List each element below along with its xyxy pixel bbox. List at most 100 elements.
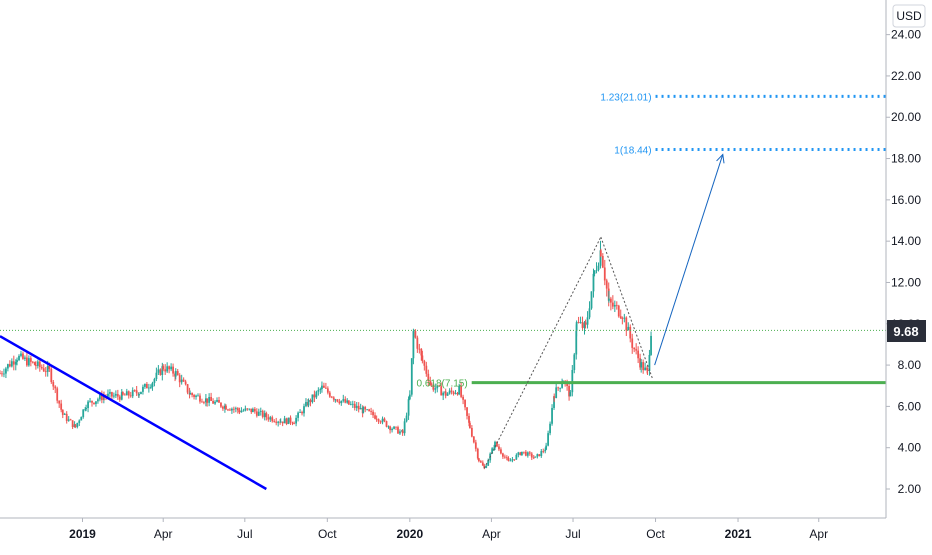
candle-body [414, 331, 417, 338]
candle-body [599, 250, 602, 266]
candle-body [472, 436, 475, 443]
y-tick-label: 8.00 [898, 358, 922, 372]
candle-body [487, 460, 490, 466]
candle-body [116, 394, 119, 397]
currency-label[interactable]: USD [896, 9, 922, 23]
candle-body [494, 441, 496, 448]
candle-body [208, 396, 211, 403]
candle-body [425, 365, 428, 374]
candle-body [540, 451, 543, 457]
candle-body [210, 396, 212, 401]
x-tick-label: 2019 [69, 527, 96, 541]
candle-body [571, 369, 574, 393]
candle-body [349, 404, 352, 405]
candle-body [5, 368, 7, 374]
candle-body [193, 395, 195, 397]
candle-body [483, 465, 486, 468]
candle-body [336, 399, 339, 402]
candle-body [493, 447, 496, 449]
candle-body [135, 390, 138, 394]
candle-body [151, 382, 154, 388]
trend-line[interactable] [0, 335, 267, 491]
projection-arrow-line[interactable] [654, 154, 724, 366]
candle-body [592, 273, 595, 292]
candle-body [317, 389, 320, 392]
candle-body [138, 394, 140, 396]
candle-body [231, 408, 233, 411]
drawings-layer[interactable]: 1.23(21.01) 1(18.44) 0.618(7.15) [0, 92, 886, 491]
candle-body [526, 452, 529, 456]
candle-body [16, 360, 18, 362]
candle-body [180, 379, 183, 383]
candle-body [375, 418, 378, 420]
candle-body [265, 413, 268, 418]
trend-line[interactable] [600, 236, 654, 380]
candle-body [338, 401, 341, 404]
candle-body [629, 326, 632, 339]
candle-body [405, 415, 408, 422]
candle-body [423, 360, 426, 366]
candle-body [408, 394, 411, 400]
candle-body [366, 409, 369, 411]
candle-body [498, 446, 500, 450]
candle-body [48, 366, 51, 369]
candle-body [640, 362, 643, 368]
candle-body [61, 409, 64, 415]
candle-body [159, 369, 162, 375]
candle-body [573, 354, 576, 370]
candle-body [34, 365, 37, 366]
candle-body [448, 390, 451, 394]
candle-body [346, 400, 349, 403]
candle-body [307, 399, 310, 406]
candle-body [427, 373, 430, 381]
candle-body [33, 362, 36, 366]
candle-body [505, 457, 508, 459]
candle-body [71, 420, 74, 428]
candle-body [403, 421, 406, 434]
candle-body [216, 400, 218, 402]
candle-body [287, 417, 290, 425]
candle-body [559, 387, 562, 389]
candle-body [26, 357, 28, 366]
trend-line[interactable] [483, 236, 602, 469]
candle-body [250, 408, 253, 413]
candle-body [579, 322, 582, 324]
candle-body [84, 409, 87, 410]
candle-body [97, 399, 99, 402]
x-tick-label: Jul [237, 527, 252, 541]
candle-body [542, 451, 545, 452]
candle-body [67, 419, 70, 421]
candle-body [315, 391, 318, 398]
candle-body [621, 318, 624, 319]
candle-body [295, 417, 298, 424]
candle-body [170, 366, 173, 370]
plot-area[interactable] [0, 240, 652, 470]
candle-body [1, 373, 3, 375]
candle-body [595, 270, 598, 271]
candle-body [566, 382, 569, 386]
candle-body [238, 410, 241, 413]
candle-body [625, 317, 628, 331]
last-price-badge [887, 320, 926, 342]
candle-body [244, 408, 247, 411]
candle-body [323, 385, 325, 388]
candle-body [234, 408, 237, 410]
candle-body [538, 454, 541, 457]
candle-body [172, 366, 174, 374]
candle-body [646, 367, 649, 371]
currency-button-frame[interactable] [892, 4, 926, 28]
candle-body [112, 395, 115, 397]
candle-body [123, 394, 126, 396]
candle-body [412, 331, 415, 359]
candle-body [601, 256, 604, 268]
candle-body [69, 419, 72, 421]
candle-body [462, 396, 464, 400]
candle-body [555, 387, 558, 398]
candle-body [263, 413, 266, 417]
candle-body [82, 409, 85, 418]
candle-body [189, 393, 192, 395]
candle-body [469, 422, 471, 428]
